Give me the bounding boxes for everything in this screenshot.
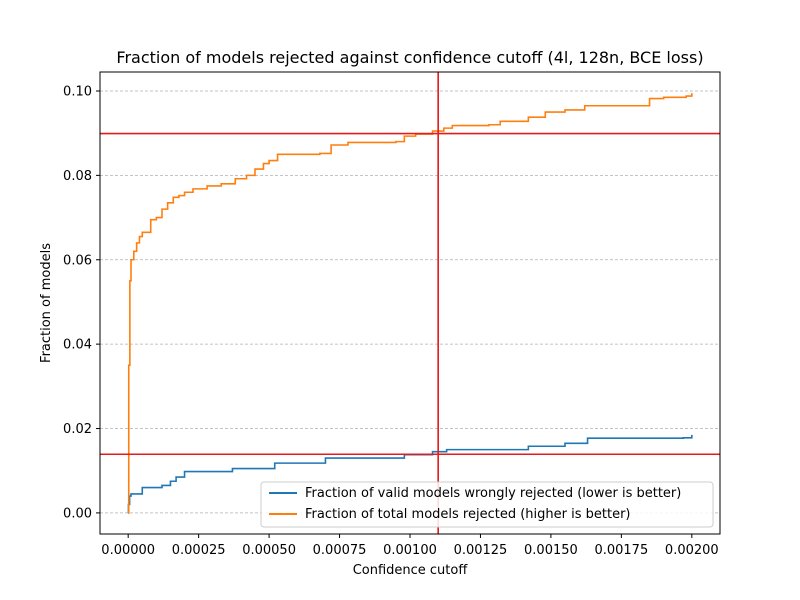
y-tick-label: 0.10 bbox=[63, 84, 92, 99]
y-axis-label: Fraction of models bbox=[39, 243, 54, 363]
reference-lines bbox=[100, 72, 720, 534]
series-valid-wrongly-rejected bbox=[127, 434, 693, 514]
x-tick-label: 0.00125 bbox=[454, 543, 508, 558]
x-tick-label: 0.00000 bbox=[101, 543, 155, 558]
x-tick-label: 0.00100 bbox=[383, 543, 437, 558]
y-tick-label: 0.08 bbox=[63, 169, 92, 184]
x-tick-label: 0.00075 bbox=[313, 543, 367, 558]
x-tick-label: 0.00050 bbox=[242, 543, 296, 558]
x-tick-label: 0.00175 bbox=[594, 543, 648, 558]
y-axis-ticks: 0.00 0.02 0.04 0.06 0.08 0.10 bbox=[63, 84, 100, 521]
x-tick-label: 0.00025 bbox=[172, 543, 226, 558]
chart-title: Fraction of models rejected against conf… bbox=[116, 48, 703, 67]
legend-label-total-rejected: Fraction of total models rejected (highe… bbox=[305, 507, 631, 522]
y-tick-label: 0.06 bbox=[63, 253, 92, 268]
y-tick-label: 0.00 bbox=[63, 506, 92, 521]
y-tick-label: 0.02 bbox=[63, 422, 92, 437]
series-layer bbox=[127, 93, 693, 514]
y-tick-label: 0.04 bbox=[63, 338, 92, 353]
legend-box bbox=[260, 481, 714, 528]
x-axis-ticks: 0.00000 0.00025 0.00050 0.00075 0.00100 0.001… bbox=[101, 534, 719, 558]
x-axis-label: Confidence cutoff bbox=[353, 563, 469, 578]
x-tick-label: 0.00150 bbox=[524, 543, 578, 558]
legend-label-valid-wrongly-rejected: Fraction of valid models wrongly rejecte… bbox=[305, 486, 681, 501]
legend: Fraction of valid models wrongly rejecte… bbox=[260, 481, 714, 528]
x-tick-label: 0.00200 bbox=[665, 543, 719, 558]
series-total-rejected bbox=[127, 93, 693, 514]
